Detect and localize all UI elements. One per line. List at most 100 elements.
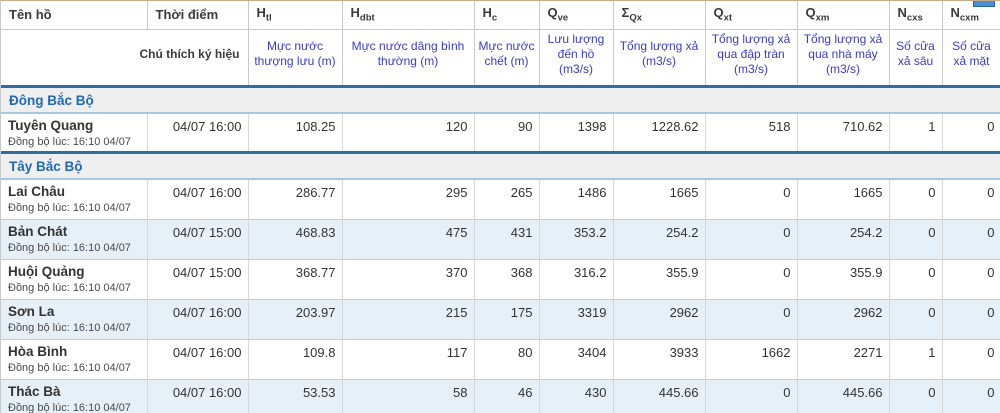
cell-qxt: 0 xyxy=(705,259,798,300)
cell-qxm: 2962 xyxy=(797,299,890,340)
table-row: Sơn La Đồng bộ lúc: 16:10 04/07 04/07 16… xyxy=(1,299,1000,340)
cell-ncxs: 0 xyxy=(889,299,943,340)
col-desc-hdbt: Mực nước dâng bình thường (m) xyxy=(342,29,475,87)
col-header-qxm: Qxm xyxy=(797,1,890,30)
section-row-tay-bac-bo: Tây Bắc Bộ xyxy=(1,151,1000,180)
cell-time: 04/07 16:00 xyxy=(147,339,249,380)
cell-ncxs: 1 xyxy=(889,112,943,153)
col-header-ten-ho: Tên hồ xyxy=(1,1,148,30)
cell-qve: 1398 xyxy=(539,112,614,153)
col-desc-ncxm: Số cửa xả mặt xyxy=(942,29,1000,87)
cell-htl: 203.97 xyxy=(248,299,343,340)
cell-hdbt: 370 xyxy=(342,259,475,300)
col-desc-hc: Mực nước chết (m) xyxy=(474,29,540,87)
cell-qve: 353.2 xyxy=(539,219,614,260)
col-desc-qxm: Tổng lượng xả qua nhà máy (m3/s) xyxy=(797,29,890,87)
cell-ncxm: 0 xyxy=(942,219,1000,260)
col-header-hc: Hc xyxy=(474,1,540,30)
cell-hdbt: 120 xyxy=(342,112,475,153)
cell-sqx: 1228.62 xyxy=(613,112,706,153)
table-header-symbols: Tên hồ Thời điểm Htl Hdbt Hc Qve ΣQx Qxt… xyxy=(1,1,1000,30)
cell-time: 04/07 15:00 xyxy=(147,219,249,260)
cell-sqx: 3933 xyxy=(613,339,706,380)
table-row: Bản Chát Đồng bộ lúc: 16:10 04/07 04/07 … xyxy=(1,219,1000,260)
cell-qxm: 710.62 xyxy=(797,112,890,153)
sync-time-label: Đồng bộ lúc: 16:10 04/07 xyxy=(8,135,131,148)
cell-hc: 431 xyxy=(474,219,540,260)
table-row: Huội Quảng Đồng bộ lúc: 16:10 04/07 04/0… xyxy=(1,259,1000,300)
reservoir-name: Lai Châu xyxy=(8,184,66,199)
col-header-htl: Htl xyxy=(248,1,343,30)
section-title: Đông Bắc Bộ xyxy=(1,84,1000,114)
cell-ncxm: 0 xyxy=(942,379,1000,413)
cell-htl: 468.83 xyxy=(248,219,343,260)
table-row: Lai Châu Đồng bộ lúc: 16:10 04/07 04/07 … xyxy=(1,179,1000,220)
cell-ncxm: 0 xyxy=(942,179,1000,220)
col-header-qve: Qve xyxy=(539,1,614,30)
col-desc-qve: Lưu lượng đến hồ (m3/s) xyxy=(539,29,614,87)
reservoir-name: Hòa Bình xyxy=(8,343,68,359)
cell-hc: 46 xyxy=(474,379,540,413)
cell-qxm: 254.2 xyxy=(797,219,890,260)
cell-htl: 53.53 xyxy=(248,379,343,413)
cell-ncxs: 0 xyxy=(889,259,943,300)
cell-qve: 1486 xyxy=(539,179,614,220)
cell-qxm: 445.66 xyxy=(797,379,890,413)
table-header-descriptions: Chú thích ký hiệu Mực nước thượng lưu (m… xyxy=(1,29,1000,87)
cell-qxt: 1662 xyxy=(705,339,798,380)
col-desc-htl: Mực nước thượng lưu (m) xyxy=(248,29,343,87)
cell-time: 04/07 16:00 xyxy=(147,179,249,220)
reservoir-name: Sơn La xyxy=(8,303,55,319)
cell-ncxm: 0 xyxy=(942,259,1000,300)
cell-hdbt: 295 xyxy=(342,179,475,220)
cell-sqx: 445.66 xyxy=(613,379,706,413)
cell-qxt: 0 xyxy=(705,219,798,260)
cell-ncxs: 0 xyxy=(889,219,943,260)
cell-hdbt: 117 xyxy=(342,339,475,380)
cell-qve: 3404 xyxy=(539,339,614,380)
cell-hdbt: 475 xyxy=(342,219,475,260)
reservoir-name: Tuyên Quang xyxy=(8,117,94,133)
cell-time: 04/07 16:00 xyxy=(147,379,249,413)
cell-qxt: 0 xyxy=(705,179,798,220)
cell-qxm: 2271 xyxy=(797,339,890,380)
cell-htl: 109.8 xyxy=(248,339,343,380)
cell-hdbt: 58 xyxy=(342,379,475,413)
cell-ncxm: 0 xyxy=(942,339,1000,380)
table-row: Hòa Bình Đồng bộ lúc: 16:10 04/07 04/07 … xyxy=(1,339,1000,380)
reservoir-name: Huội Quảng xyxy=(8,263,85,279)
cell-hc: 368 xyxy=(474,259,540,300)
cell-time: 04/07 16:00 xyxy=(147,299,249,340)
cell-qxt: 0 xyxy=(705,299,798,340)
cell-hc: 90 xyxy=(474,112,540,153)
cell-hc: 80 xyxy=(474,339,540,380)
cell-sqx: 254.2 xyxy=(613,219,706,260)
cell-qve: 316.2 xyxy=(539,259,614,300)
col-header-sqx: ΣQx xyxy=(613,1,706,30)
section-title: Tây Bắc Bộ xyxy=(1,151,1000,180)
col-header-qxt: Qxt xyxy=(705,1,798,30)
cell-htl: 368.77 xyxy=(248,259,343,300)
cell-hc: 175 xyxy=(474,299,540,340)
cell-ncxm: 0 xyxy=(942,299,1000,340)
legend-label: Chú thích ký hiệu xyxy=(1,29,249,87)
cell-sqx: 355.9 xyxy=(613,259,706,300)
cell-time: 04/07 15:00 xyxy=(147,259,249,300)
scrollbar-thumb[interactable] xyxy=(973,1,995,7)
sync-time-label: Đồng bộ lúc: 16:10 04/07 xyxy=(8,241,131,254)
sync-time-label: Đồng bộ lúc: 16:10 04/07 xyxy=(8,281,131,294)
col-desc-ncxs: Số cửa xả sâu xyxy=(889,29,943,87)
cell-qve: 3319 xyxy=(539,299,614,340)
cell-qxt: 0 xyxy=(705,379,798,413)
col-header-ncxs: Ncxs xyxy=(889,1,943,30)
cell-qve: 430 xyxy=(539,379,614,413)
cell-sqx: 2962 xyxy=(613,299,706,340)
col-desc-qxt: Tổng lượng xả qua đập tràn (m3/s) xyxy=(705,29,798,87)
table-row: Thác Bà Đồng bộ lúc: 16:10 04/07 04/07 1… xyxy=(1,379,1000,413)
cell-ncxs: 1 xyxy=(889,339,943,380)
cell-time: 04/07 16:00 xyxy=(147,112,249,153)
col-header-hdbt: Hdbt xyxy=(342,1,475,30)
sync-time-label: Đồng bộ lúc: 16:10 04/07 xyxy=(8,321,131,334)
